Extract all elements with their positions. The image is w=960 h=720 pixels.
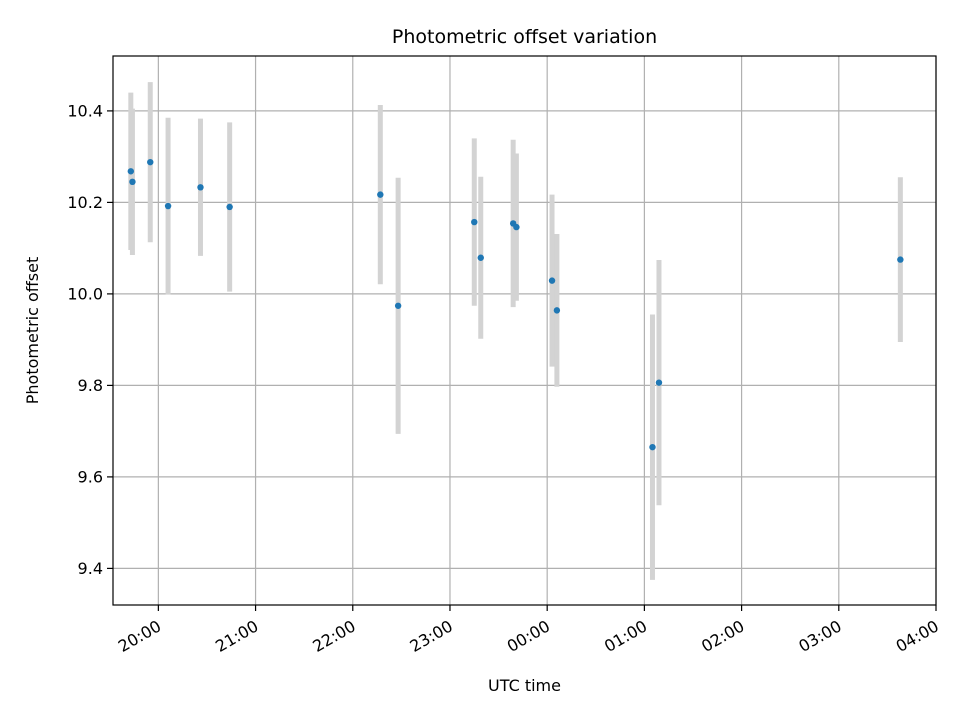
data-point	[164, 202, 172, 210]
data-point	[197, 184, 204, 191]
x-tick-label: 04:00	[893, 616, 942, 656]
y-axis-title: Photometric offset	[23, 257, 42, 405]
data-point	[471, 218, 478, 226]
grid	[113, 56, 937, 605]
x-tick-label: 01:00	[601, 616, 650, 656]
chart-title: Photometric offset variation	[392, 26, 657, 48]
data-point	[655, 379, 663, 386]
y-tick-label: 10.4	[67, 101, 103, 120]
plot-area	[113, 56, 936, 605]
x-tick-label: 20:00	[115, 616, 164, 656]
data-point	[553, 307, 561, 314]
x-tick-label: 02:00	[698, 616, 747, 656]
data-point	[513, 223, 520, 231]
data-point	[129, 178, 136, 186]
x-tick-label: 22:00	[309, 616, 358, 656]
x-tick-label: 03:00	[795, 616, 844, 656]
y-tick-label: 9.8	[78, 376, 103, 395]
x-axis-title: UTC time	[488, 676, 561, 695]
data-point	[147, 158, 154, 166]
data-point	[226, 203, 233, 211]
data-points	[127, 158, 904, 451]
data-point	[377, 191, 384, 198]
x-tick-label: 00:00	[504, 616, 553, 656]
data-point	[897, 256, 904, 263]
x-tick-label: 21:00	[212, 616, 261, 656]
y-tick-label: 10.2	[67, 193, 103, 212]
y-tick-label: 9.6	[78, 467, 103, 486]
plot-frame	[112, 55, 937, 606]
data-point	[548, 277, 556, 284]
y-tick-label: 10.0	[67, 284, 103, 303]
data-point	[127, 168, 135, 175]
x-tick-label: 23:00	[407, 616, 456, 656]
data-point	[649, 443, 656, 451]
data-point	[394, 302, 402, 309]
y-tick-label: 9.4	[78, 559, 103, 578]
data-point	[477, 254, 484, 261]
